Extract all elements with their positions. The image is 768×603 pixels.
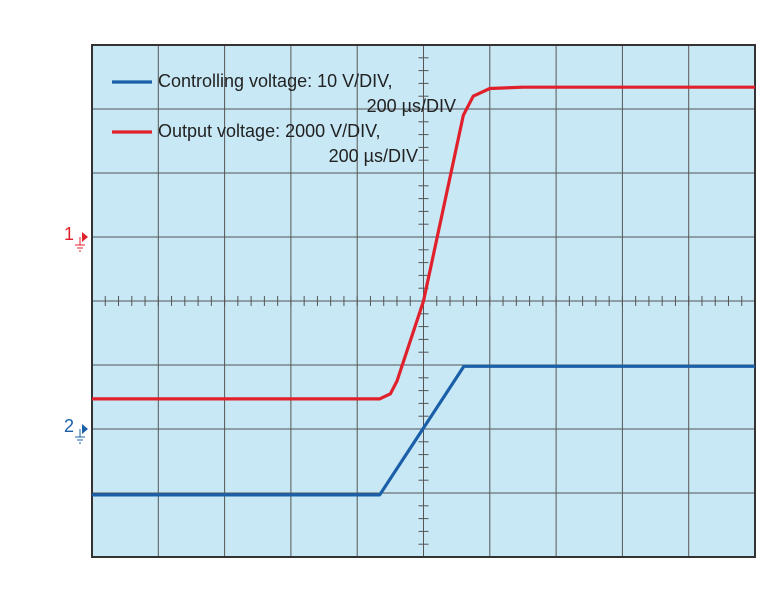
trace (92, 85, 755, 401)
plot-frame (91, 44, 756, 558)
legend-label: Output voltage: 2000 V/DIV, (158, 121, 381, 141)
legend-label: 200 µs/DIV (367, 96, 456, 116)
ground-symbol (75, 237, 85, 252)
ground-symbol (75, 429, 85, 444)
channel-label: 2 (64, 416, 74, 436)
channel-marker: 1 (64, 224, 88, 252)
channel-label: 1 (64, 224, 74, 244)
channel-arrow (82, 424, 88, 434)
channel-arrow (82, 232, 88, 242)
channel-marker: 2 (64, 416, 88, 444)
legend-label: Controlling voltage: 10 V/DIV, (158, 71, 392, 91)
trace (92, 364, 755, 497)
legend-label: 200 µs/DIV (329, 146, 418, 166)
